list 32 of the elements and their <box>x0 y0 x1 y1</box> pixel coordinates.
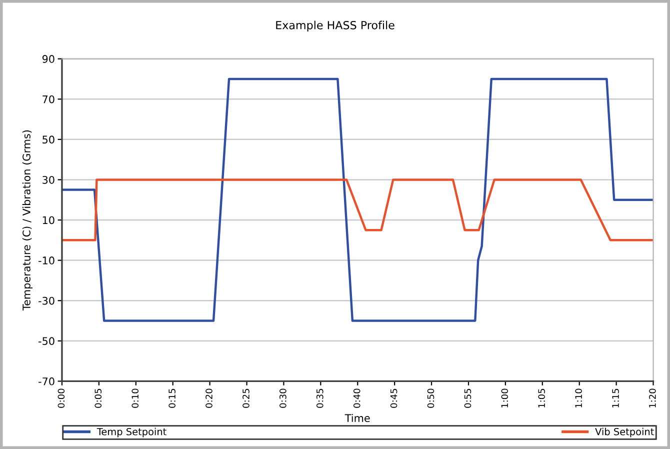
x-tick-label: 0:40 <box>353 388 360 408</box>
x-tick-label: 0:20 <box>206 388 212 408</box>
x-tick-label: 1:00 <box>501 388 508 408</box>
legend-label: Temp Setpoint <box>96 428 166 438</box>
y-tick-label: -70 <box>38 377 54 386</box>
y-tick-label: -10 <box>38 256 54 264</box>
x-tick-label: 0:10 <box>132 388 139 408</box>
x-axis-title: Time <box>344 414 370 422</box>
y-tick-label: 30 <box>42 176 54 184</box>
y-tick-label: 90 <box>42 55 54 63</box>
y-tick-label: -50 <box>38 337 54 346</box>
x-tick-label: 1:20 <box>649 388 656 408</box>
x-tick-label: 1:15 <box>612 388 619 408</box>
x-tick-label: 1:05 <box>538 388 546 408</box>
y-axis-title: Temperature (C) / Vibration (Grms) <box>22 130 32 311</box>
x-tick-label: 0:05 <box>94 388 102 408</box>
x-tick-label: 0:30 <box>280 388 286 408</box>
line-series <box>62 78 654 322</box>
x-tick-label: 0:00 <box>58 388 65 408</box>
chart-title: Example HASS Profile <box>276 20 394 32</box>
x-tick-label: 0:55 <box>464 388 472 408</box>
y-tick-label: 10 <box>42 216 54 224</box>
x-tick-label: 0:15 <box>168 388 176 408</box>
x-tick-label: 0:25 <box>242 388 250 408</box>
x-tick-label: 0:45 <box>390 388 398 408</box>
y-tick-label: 70 <box>42 95 54 104</box>
x-tick-label: 0:35 <box>316 388 324 408</box>
y-tick-label: 50 <box>42 136 54 144</box>
legend-label: Vib Setpoint <box>595 428 654 438</box>
y-tick-label: -30 <box>38 296 54 305</box>
x-tick-label: 1:10 <box>575 388 582 408</box>
x-tick-label: 0:50 <box>427 388 434 408</box>
